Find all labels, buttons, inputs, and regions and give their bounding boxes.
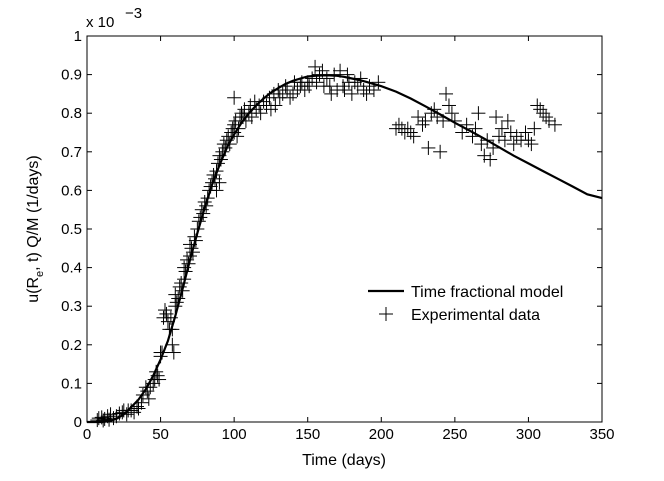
- data-point: [403, 125, 418, 140]
- data-point: [174, 276, 189, 291]
- x-axis-title: Time (days): [302, 452, 386, 469]
- data-point: [141, 391, 156, 406]
- data-point: [521, 133, 536, 148]
- data-point: [308, 59, 323, 74]
- data-point: [103, 407, 118, 422]
- data-point: [371, 75, 386, 90]
- y-tick-label: 0.4: [61, 260, 82, 277]
- data-point: [347, 75, 362, 90]
- data-point: [340, 67, 355, 82]
- data-point: [497, 133, 512, 148]
- y-axis-title-rest: , t) Q/M (1/days): [25, 155, 42, 271]
- data-point: [337, 83, 352, 98]
- data-point: [421, 140, 436, 155]
- data-point: [400, 121, 415, 136]
- data-point: [319, 71, 334, 86]
- tick-layer: 0 50 100 150 200 250 300 350 0 0.1 0.2 0.3 0.4 0.5 0.6…: [61, 28, 614, 443]
- x-tick-label: 250: [442, 426, 467, 443]
- data-point: [547, 117, 562, 132]
- data-point: [506, 137, 521, 152]
- data-point: [152, 372, 167, 387]
- data-point: [441, 98, 456, 113]
- data-point: [209, 183, 224, 198]
- data-point: [406, 129, 421, 144]
- plot-area: [87, 36, 602, 422]
- y-tick-label: 1: [74, 28, 82, 45]
- data-point: [165, 337, 180, 352]
- y-tick-label: 0.1: [61, 375, 82, 392]
- data-point: [336, 79, 351, 94]
- data-point: [172, 279, 187, 294]
- legend-label-model: Time fractional model: [411, 284, 563, 301]
- data-point: [530, 98, 545, 113]
- legend: Time fractional model Experimental data: [368, 284, 563, 324]
- data-point: [489, 110, 504, 125]
- y-axis-title-subscript: e: [34, 271, 46, 277]
- data-point: [309, 75, 324, 90]
- data-point: [492, 129, 506, 144]
- data-point: [324, 86, 339, 101]
- data-point: [503, 125, 518, 140]
- data-point: [366, 83, 381, 98]
- data-point: [157, 303, 172, 318]
- model-line: [87, 74, 603, 424]
- legend-marker-swatch: [379, 307, 393, 321]
- y-tick-label: 0.8: [61, 105, 82, 122]
- data-point: [391, 117, 406, 132]
- data-point: [474, 137, 489, 152]
- data-point: [322, 79, 337, 94]
- data-point: [533, 102, 548, 117]
- data-point: [444, 106, 459, 121]
- data-point: [268, 98, 283, 113]
- data-point: [253, 106, 268, 121]
- x-tick-label: 50: [152, 426, 169, 443]
- y-axis-title-main: u(R: [25, 277, 42, 303]
- y-tick-label: 0.3: [61, 298, 82, 315]
- data-point: [477, 148, 492, 163]
- data-point: [524, 137, 539, 152]
- x-tick-label: 350: [589, 426, 614, 443]
- data-point: [180, 252, 195, 267]
- y-scale-exponent: −3: [125, 5, 142, 22]
- y-tick-label: 0.7: [61, 144, 82, 161]
- data-point: [418, 113, 433, 128]
- data-point: [411, 110, 426, 125]
- data-point: [227, 90, 242, 105]
- data-point: [518, 125, 533, 140]
- data-point: [494, 121, 509, 136]
- y-tick-label: 0: [74, 414, 82, 431]
- data-point: [539, 110, 554, 125]
- y-tick-label: 0.2: [61, 337, 82, 354]
- y-axis-title: u(Re, t) Q/M (1/days): [25, 155, 46, 302]
- data-point: [212, 175, 227, 190]
- data-point: [500, 113, 515, 128]
- x-tick-label: 100: [222, 426, 247, 443]
- data-point: [131, 401, 146, 416]
- x-tick-label: 300: [516, 426, 541, 443]
- data-point: [536, 106, 551, 121]
- data-point: [350, 79, 365, 94]
- data-point: [471, 106, 486, 121]
- data-point: [283, 90, 298, 105]
- data-point: [542, 113, 557, 128]
- y-scale-base: x 10: [86, 14, 114, 31]
- x-tick-label: 200: [369, 426, 394, 443]
- data-point: [439, 86, 454, 101]
- legend-label-data: Experimental data: [411, 307, 540, 324]
- data-point: [302, 79, 317, 94]
- data-point: [483, 152, 498, 167]
- data-point: [527, 121, 542, 136]
- data-point: [344, 86, 359, 101]
- data-point: [415, 117, 430, 132]
- x-tick-label: 0: [83, 426, 91, 443]
- y-tick-label: 0.6: [61, 182, 82, 199]
- data-point: [166, 345, 181, 360]
- y-tick-label: 0.9: [61, 67, 82, 84]
- data-point: [359, 86, 374, 101]
- x-tick-label: 150: [295, 426, 320, 443]
- data-point: [433, 144, 448, 159]
- y-tick-label: 0.5: [61, 221, 82, 238]
